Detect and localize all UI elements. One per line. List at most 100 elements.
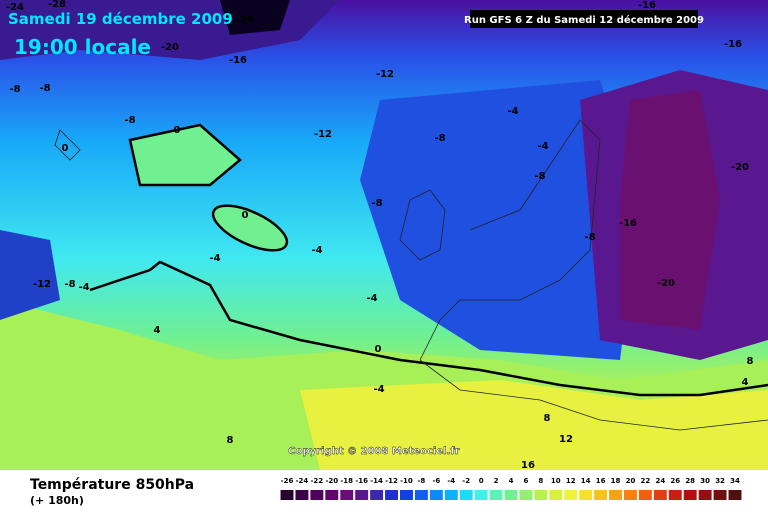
scale-label: -2 (462, 477, 470, 485)
scale-label: -14 (370, 477, 383, 485)
run-text: Run GFS 6 Z du Samedi 12 décembre 2009 (464, 14, 704, 26)
isotherm (89, 260, 768, 397)
contour-label: 8 (747, 356, 754, 367)
scale-label: -20 (325, 477, 338, 485)
contour-label: -8 (534, 171, 545, 182)
scale-label: 14 (581, 477, 591, 485)
scale-swatch (594, 490, 608, 500)
scale-swatch (429, 490, 443, 500)
scale-label: -12 (385, 477, 398, 485)
scale-label: 30 (700, 477, 710, 485)
contour-label: -4 (507, 106, 518, 117)
scale-swatch (414, 490, 428, 500)
contour-label: -8 (39, 83, 50, 94)
scale-label: 8 (538, 477, 543, 485)
scale-swatch (519, 490, 533, 500)
scale-label: 34 (730, 477, 740, 485)
scale-swatch (295, 490, 309, 500)
contour-labels: -24 -28-28-20-16-12-8 -8-800-12 -8-4-4-8-80… (6, 0, 754, 471)
scale-swatch (474, 490, 488, 500)
scale-label: -6 (432, 477, 440, 485)
contour-label: -28 (48, 0, 66, 10)
scale-swatch (355, 490, 369, 500)
scale-swatch (609, 490, 622, 500)
scale-swatch (340, 490, 354, 500)
isotherm (128, 123, 242, 187)
scale-swatch (534, 490, 548, 500)
contour-label: -24 (6, 2, 24, 13)
contour-label: -4 (78, 282, 89, 293)
contour-label: 0 (174, 125, 181, 136)
contour-label: -20 (161, 42, 179, 53)
scale-label: 4 (509, 477, 514, 485)
contour-label: -16 (229, 55, 247, 66)
scale-label: 24 (655, 477, 665, 485)
contour-label: -12 (33, 279, 51, 290)
contour-label: 4 (742, 377, 749, 388)
scale-label: 16 (596, 477, 606, 485)
scale-swatch (653, 490, 667, 500)
scale-label: -26 (281, 477, 294, 485)
scale-label: 6 (523, 477, 528, 485)
scale-swatch (698, 490, 712, 500)
cold-zone (0, 230, 60, 320)
time: 19:00 locale (14, 35, 151, 59)
scale-label: 12 (566, 477, 576, 485)
cold-zone (620, 90, 720, 330)
contour-label: -12 (376, 69, 394, 80)
scale-swatch (444, 490, 458, 500)
scale-swatch (683, 490, 697, 500)
contour-label: -16 (638, 0, 656, 11)
scale-label: 20 (626, 477, 636, 485)
scale-label: -4 (447, 477, 455, 485)
scale-label: 2 (494, 477, 499, 485)
scale-swatch (713, 490, 727, 500)
warm-zone (300, 380, 768, 470)
scale-label: -22 (311, 477, 324, 485)
scale-label: -24 (296, 477, 309, 485)
scale-label: 0 (479, 477, 484, 485)
run-box (470, 10, 698, 28)
scale-swatch (668, 490, 682, 500)
contour-label: -12 (314, 129, 332, 140)
contour-label: -4 (209, 253, 220, 264)
scale-swatch (564, 490, 578, 500)
scale-label: -16 (355, 477, 368, 485)
scale-swatch (638, 490, 652, 500)
contour-label: -20 (657, 278, 675, 289)
scale-swatch (280, 490, 294, 500)
scale-label: -18 (340, 477, 353, 485)
date: Samedi 19 décembre 2009 (8, 10, 233, 28)
contour-label: -8 (64, 279, 75, 290)
scale-swatch (504, 490, 518, 500)
scale-swatch (310, 490, 324, 500)
contour-label: -4 (311, 245, 322, 256)
contour-label: 12 (559, 434, 573, 445)
contour-label: -16 (619, 218, 637, 229)
contour-label: -4 (373, 384, 384, 395)
scale-label: 18 (611, 477, 621, 485)
footer-title: Température 850hPa (30, 477, 194, 493)
contour-label: -16 (724, 39, 742, 50)
scale-label: 26 (670, 477, 680, 485)
footer-subtitle: (+ 180h) (30, 494, 84, 507)
color-scale: -26 -24 -22 -20 -18 -16 -14 -12 -10 -8 -6 -4 -2 0 2 4 6 8… (280, 477, 742, 500)
scale-label: 32 (715, 477, 725, 485)
contour-label: 0 (62, 143, 69, 154)
contour-label: -28 (236, 15, 254, 26)
contour-label: -8 (584, 232, 595, 243)
contour-label: -4 (537, 141, 548, 152)
coastlines (54, 119, 768, 431)
contour-label: 16 (521, 460, 535, 471)
scale-swatch (489, 490, 503, 500)
scale-label: -10 (400, 477, 413, 485)
scale-swatch (579, 490, 593, 500)
contour-label: 0 (375, 344, 382, 355)
scale-label: 22 (641, 477, 651, 485)
contour-label: 8 (544, 413, 551, 424)
contour-label: 0 (242, 210, 249, 221)
scale-swatch (459, 490, 473, 500)
scale-swatch (549, 490, 563, 500)
